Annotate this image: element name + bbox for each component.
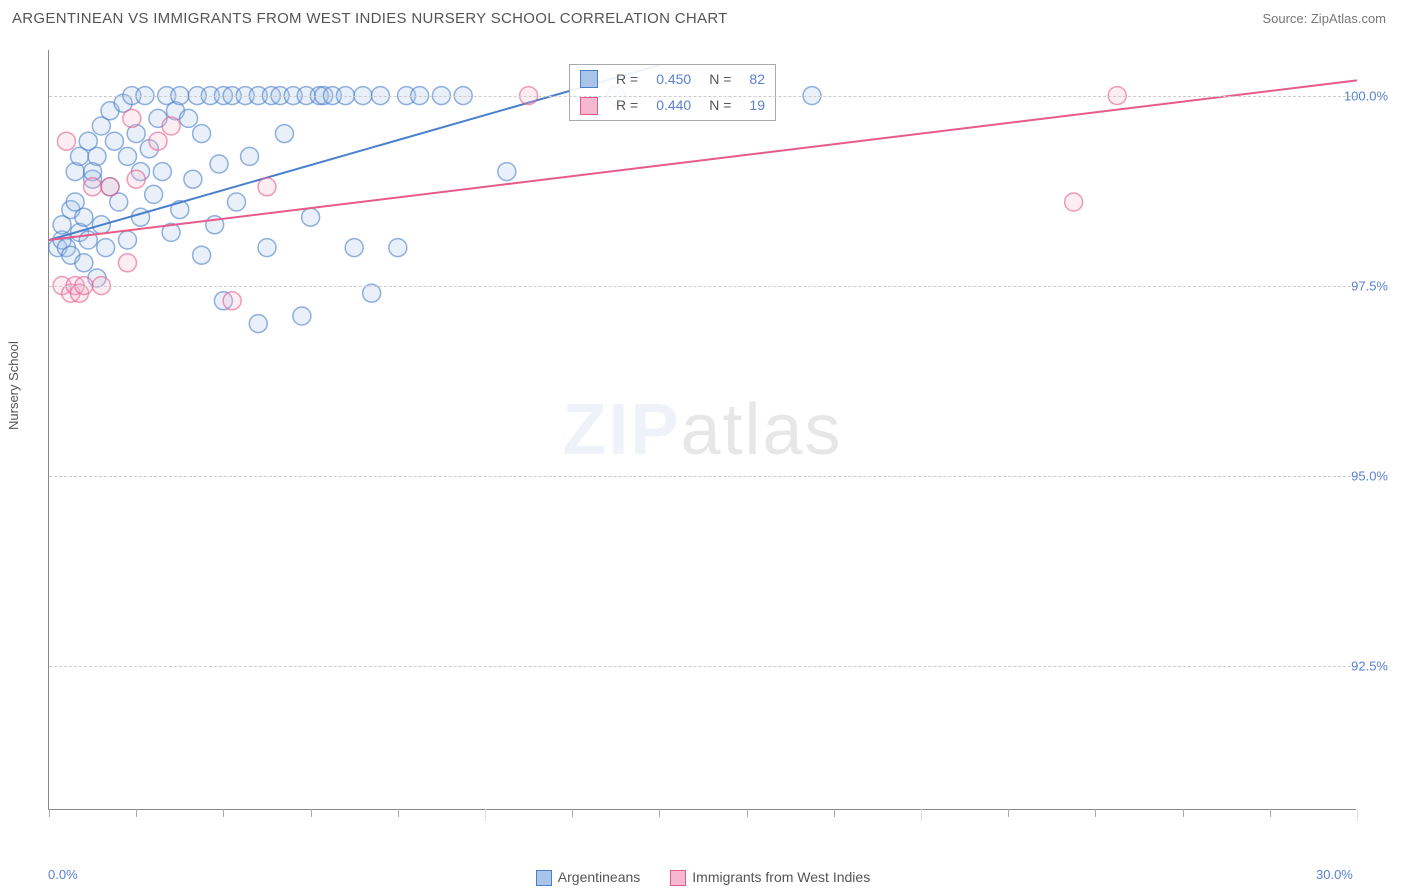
data-point [223, 292, 241, 310]
x-tick [572, 809, 573, 817]
data-point [363, 284, 381, 302]
data-point [498, 163, 516, 181]
x-tick-major [921, 809, 922, 821]
legend-item: Argentineans [536, 869, 641, 886]
data-point [227, 193, 245, 211]
data-point [180, 109, 198, 127]
data-point [127, 170, 145, 188]
data-point [389, 239, 407, 257]
data-point [105, 132, 123, 150]
data-point [149, 132, 167, 150]
data-point [145, 185, 163, 203]
data-point [249, 315, 267, 333]
legend-item: Immigrants from West Indies [670, 869, 870, 886]
data-point [118, 254, 136, 272]
x-tick-label: 0.0% [48, 867, 78, 882]
x-tick-major [1357, 809, 1358, 821]
chart-title: ARGENTINEAN VS IMMIGRANTS FROM WEST INDI… [12, 10, 728, 27]
y-tick-label: 92.5% [1351, 658, 1388, 673]
data-point [101, 178, 119, 196]
x-tick [311, 809, 312, 817]
data-point [193, 125, 211, 143]
x-tick-label: 30.0% [1316, 867, 1353, 882]
x-tick [834, 809, 835, 817]
data-point [75, 208, 93, 226]
x-tick [659, 809, 660, 817]
data-point [258, 178, 276, 196]
gridline-horizontal [49, 286, 1356, 287]
data-point [210, 155, 228, 173]
data-point [123, 109, 141, 127]
data-point [84, 178, 102, 196]
data-point [184, 170, 202, 188]
gridline-horizontal [49, 476, 1356, 477]
data-point [162, 117, 180, 135]
data-point [88, 147, 106, 165]
chart-svg [49, 50, 1356, 809]
data-point [345, 239, 363, 257]
x-tick [49, 809, 50, 817]
x-tick [1183, 809, 1184, 817]
data-point [57, 132, 75, 150]
x-tick [1270, 809, 1271, 817]
x-tick [136, 809, 137, 817]
x-tick [1095, 809, 1096, 817]
series-legend: Argentineans Immigrants from West Indies [0, 869, 1406, 886]
data-point [275, 125, 293, 143]
y-axis-label: Nursery School [6, 341, 21, 430]
data-point [293, 307, 311, 325]
gridline-horizontal [49, 96, 1356, 97]
data-point [241, 147, 259, 165]
source-label: Source: ZipAtlas.com [1262, 11, 1386, 26]
data-point [118, 147, 136, 165]
data-point [153, 163, 171, 181]
data-point [75, 254, 93, 272]
data-point [132, 208, 150, 226]
x-tick [398, 809, 399, 817]
data-point [258, 239, 276, 257]
data-point [193, 246, 211, 264]
data-point [118, 231, 136, 249]
data-point [97, 239, 115, 257]
x-tick [223, 809, 224, 817]
chart-plot-area: ZIPatlas R =0.450N =82R =0.440N =19 [48, 50, 1356, 810]
x-tick [1008, 809, 1009, 817]
gridline-horizontal [49, 666, 1356, 667]
legend-row: R =0.450N =82 [572, 67, 773, 91]
y-tick-label: 97.5% [1351, 278, 1388, 293]
y-tick-label: 100.0% [1344, 88, 1388, 103]
data-point [302, 208, 320, 226]
x-tick-major [485, 809, 486, 821]
data-point [1065, 193, 1083, 211]
x-tick [747, 809, 748, 817]
y-tick-label: 95.0% [1351, 468, 1388, 483]
correlation-legend: R =0.450N =82R =0.440N =19 [569, 64, 776, 121]
legend-row: R =0.440N =19 [572, 93, 773, 117]
